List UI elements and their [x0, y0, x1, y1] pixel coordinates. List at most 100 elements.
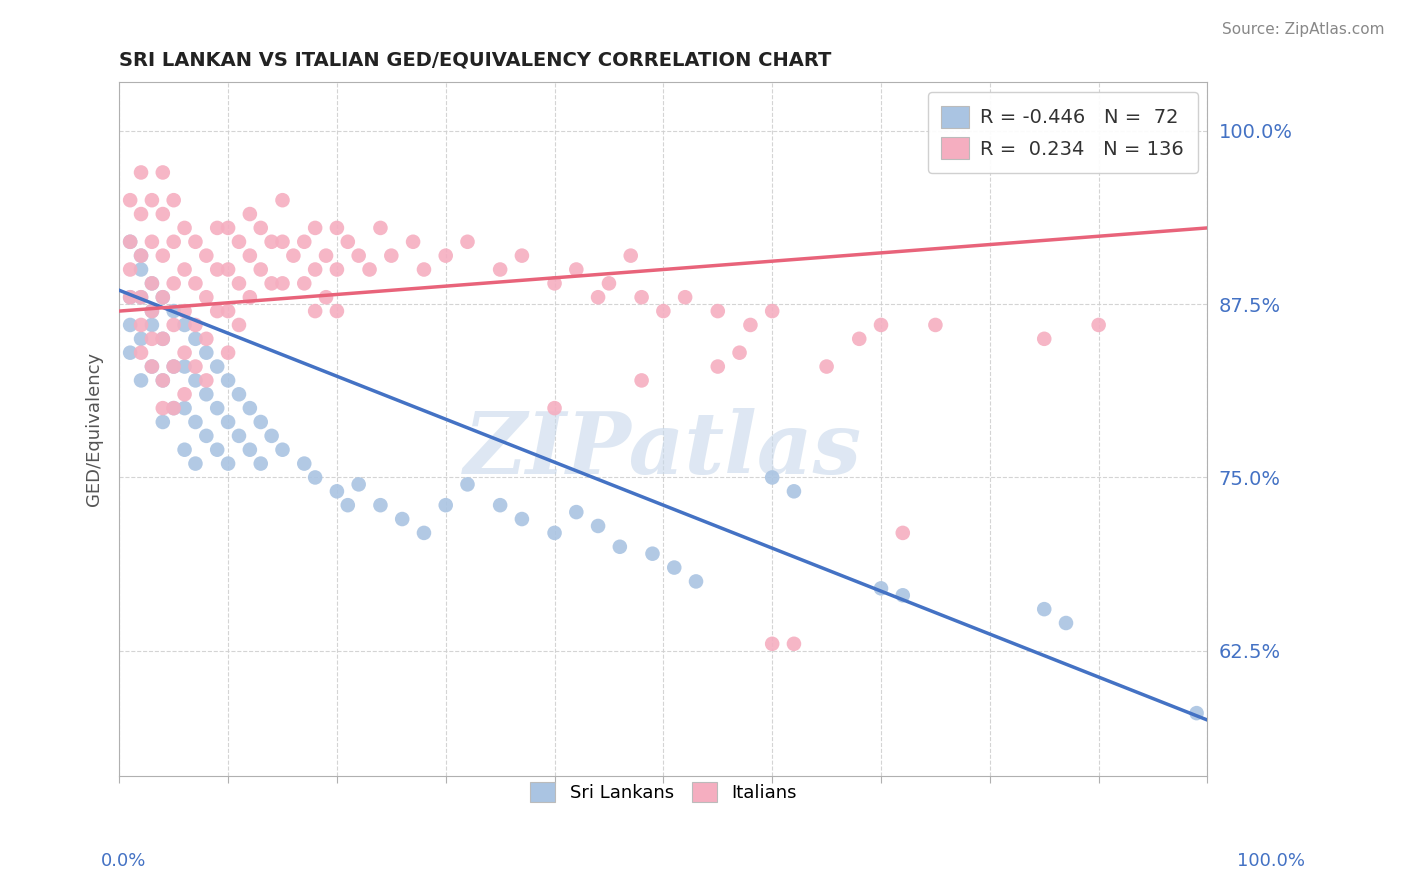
- Point: [228, 387, 250, 401]
- Point: [195, 249, 218, 263]
- Point: [761, 637, 783, 651]
- Point: [173, 304, 195, 318]
- Point: [184, 235, 207, 249]
- Point: [630, 290, 652, 304]
- Point: [184, 332, 207, 346]
- Point: [205, 442, 228, 457]
- Point: [152, 207, 174, 221]
- Point: [707, 359, 730, 374]
- Point: [1087, 318, 1109, 332]
- Point: [195, 429, 218, 443]
- Point: [205, 359, 228, 374]
- Point: [184, 359, 207, 374]
- Point: [292, 277, 315, 291]
- Point: [129, 332, 152, 346]
- Point: [129, 345, 152, 359]
- Point: [315, 249, 337, 263]
- Point: [163, 359, 186, 374]
- Point: [239, 249, 262, 263]
- Point: [205, 401, 228, 416]
- Point: [292, 235, 315, 249]
- Point: [217, 373, 239, 387]
- Point: [336, 498, 359, 512]
- Point: [173, 318, 195, 332]
- Point: [380, 249, 402, 263]
- Point: [457, 235, 479, 249]
- Point: [239, 442, 262, 457]
- Point: [565, 262, 588, 277]
- Point: [891, 588, 914, 602]
- Point: [163, 318, 186, 332]
- Point: [120, 318, 142, 332]
- Point: [120, 345, 142, 359]
- Point: [664, 560, 686, 574]
- Point: [163, 277, 186, 291]
- Point: [304, 262, 326, 277]
- Point: [347, 249, 370, 263]
- Text: 100.0%: 100.0%: [1237, 852, 1305, 870]
- Point: [249, 415, 271, 429]
- Point: [141, 235, 163, 249]
- Point: [239, 207, 262, 221]
- Point: [586, 519, 609, 533]
- Point: [283, 249, 305, 263]
- Point: [1185, 706, 1208, 720]
- Point: [239, 401, 262, 416]
- Point: [120, 290, 142, 304]
- Point: [228, 277, 250, 291]
- Point: [184, 373, 207, 387]
- Point: [510, 512, 533, 526]
- Point: [141, 304, 163, 318]
- Point: [217, 221, 239, 235]
- Point: [195, 387, 218, 401]
- Point: [228, 235, 250, 249]
- Point: [260, 429, 283, 443]
- Point: [326, 221, 349, 235]
- Point: [249, 221, 271, 235]
- Point: [239, 290, 262, 304]
- Point: [205, 221, 228, 235]
- Point: [184, 415, 207, 429]
- Point: [141, 277, 163, 291]
- Point: [141, 304, 163, 318]
- Point: [152, 401, 174, 416]
- Point: [173, 442, 195, 457]
- Point: [141, 359, 163, 374]
- Point: [173, 262, 195, 277]
- Point: [336, 235, 359, 249]
- Point: [249, 262, 271, 277]
- Point: [141, 332, 163, 346]
- Point: [163, 401, 186, 416]
- Point: [184, 318, 207, 332]
- Point: [228, 429, 250, 443]
- Point: [586, 290, 609, 304]
- Y-axis label: GED/Equivalency: GED/Equivalency: [86, 351, 103, 506]
- Point: [205, 304, 228, 318]
- Point: [152, 165, 174, 179]
- Point: [173, 401, 195, 416]
- Point: [129, 262, 152, 277]
- Point: [228, 318, 250, 332]
- Point: [370, 221, 392, 235]
- Point: [152, 290, 174, 304]
- Point: [163, 304, 186, 318]
- Point: [413, 262, 436, 277]
- Point: [891, 525, 914, 540]
- Point: [141, 318, 163, 332]
- Point: [217, 262, 239, 277]
- Text: ZIPatlas: ZIPatlas: [464, 408, 862, 491]
- Point: [304, 304, 326, 318]
- Point: [195, 373, 218, 387]
- Point: [728, 345, 751, 359]
- Point: [315, 290, 337, 304]
- Point: [120, 262, 142, 277]
- Point: [141, 359, 163, 374]
- Point: [391, 512, 413, 526]
- Point: [1033, 332, 1056, 346]
- Point: [173, 345, 195, 359]
- Point: [326, 262, 349, 277]
- Point: [543, 401, 565, 416]
- Point: [783, 484, 806, 499]
- Point: [413, 525, 436, 540]
- Point: [783, 637, 806, 651]
